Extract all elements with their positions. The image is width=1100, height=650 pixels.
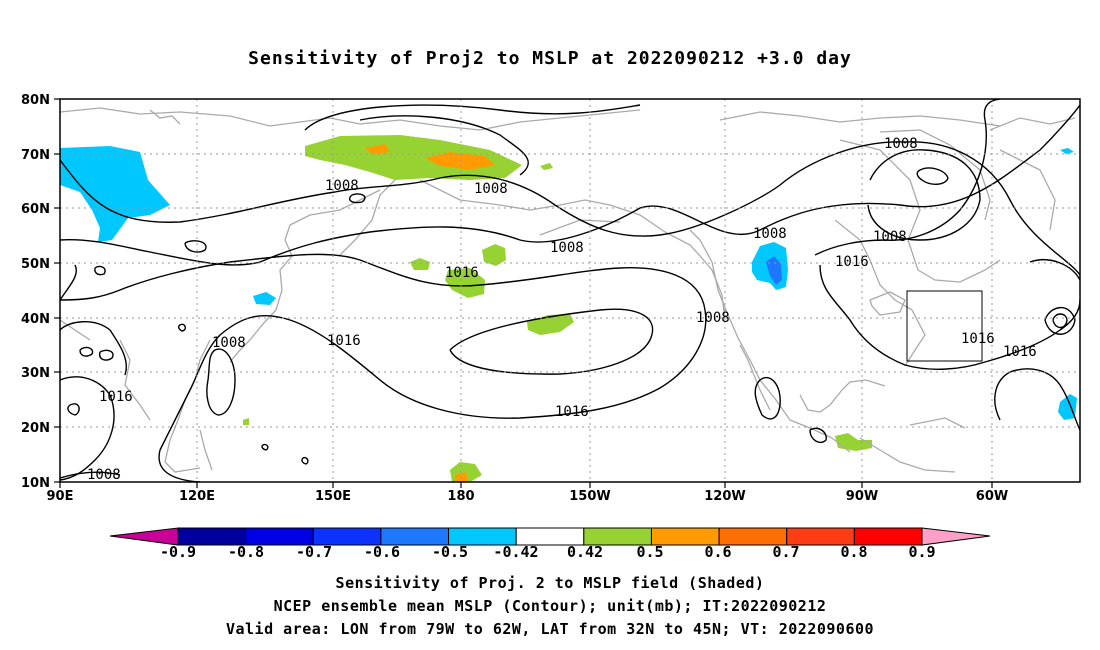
colorbar-label: 0.5 [636, 543, 663, 561]
lat-label: 40N [21, 312, 50, 327]
caption-line-3: Valid area: LON from 79W to 62W, LAT fro… [225, 620, 875, 638]
contour-label: 1008 [325, 178, 359, 194]
longitude-labels: 90E 120E 150E 180 150W 120W 90W 60W [47, 489, 1009, 504]
colorbar-label: -0.42 [493, 543, 538, 561]
latitude-labels: 80N 70N 60N 50N 40N 30N 20N 10N [21, 93, 50, 491]
shade-cyan-west [60, 146, 170, 242]
shade-green-central-america [835, 433, 872, 451]
shade-green-pacific-1 [482, 244, 506, 266]
lon-label: 60W [976, 489, 1008, 504]
colorbar-label: 0.9 [908, 543, 935, 561]
contour-label: 1008 [212, 335, 246, 351]
colorbar-label: 0.42 [567, 543, 603, 561]
contour-label: 1016 [555, 404, 589, 420]
shade-green-pacific-3 [445, 268, 485, 298]
lon-label: 90W [846, 489, 878, 504]
colorbar-label: 0.7 [772, 543, 799, 561]
grid-lines [60, 99, 1080, 482]
shade-cyan-atlantic-2 [1058, 394, 1077, 420]
caption-line-2: NCEP ensemble mean MSLP (Contour); unit(… [273, 597, 827, 615]
shade-green-siberia [305, 135, 522, 180]
contour-label: 1008 [474, 181, 508, 197]
lat-label: 50N [21, 257, 50, 272]
isobar-contours [60, 99, 1080, 482]
shade-orange-siberia-1 [365, 144, 390, 154]
colorbar-label: -0.7 [296, 543, 332, 561]
contour-label: 1016 [445, 265, 479, 281]
colorbar-label: 0.8 [840, 543, 867, 561]
shade-green-small-1 [540, 163, 553, 170]
colorbar-high-end [921, 527, 991, 546]
lon-label: 90E [47, 489, 74, 504]
shade-green-tiny [243, 418, 249, 425]
colorbar-boxes [177, 527, 923, 546]
contour-label: 1016 [327, 333, 361, 349]
colorbar: -0.9 -0.8 -0.7 -0.6 -0.5 -0.42 0.42 0.5 … [109, 527, 991, 561]
lon-label: 150E [315, 489, 351, 504]
chart-title: Sensitivity of Proj2 to MSLP at 20220902… [248, 48, 852, 69]
caption-line-1: Sensitivity of Proj. 2 to MSLP field (Sh… [335, 574, 765, 592]
sensitivity-shading [60, 135, 1077, 482]
contour-label: 1008 [753, 226, 787, 242]
map-frame [59, 98, 1081, 483]
contour-label: 1016 [835, 254, 869, 270]
lon-label: 120W [704, 489, 745, 504]
lat-label: 10N [21, 476, 50, 491]
shade-cyan-atlantic-1 [1060, 148, 1074, 154]
shade-green-pacific-2 [410, 258, 430, 270]
lat-label: 30N [21, 366, 50, 381]
lat-label: 80N [21, 93, 50, 108]
colorbar-labels: -0.9 -0.8 -0.7 -0.6 -0.5 -0.42 0.42 0.5 … [160, 543, 936, 561]
valid-area-box [906, 290, 983, 362]
contour-label: 1008 [696, 310, 730, 326]
contour-label: 1008 [873, 229, 907, 245]
colorbar-label: -0.6 [364, 543, 400, 561]
contour-label: 1016 [99, 389, 133, 405]
shade-cyan-japan [253, 292, 276, 305]
contour-label: 1016 [1003, 344, 1037, 360]
lon-label: 180 [447, 489, 474, 504]
contour-label: 1008 [87, 467, 121, 483]
colorbar-label: -0.8 [228, 543, 264, 561]
colorbar-label: -0.9 [160, 543, 196, 561]
colorbar-label: 0.6 [704, 543, 731, 561]
contour-label: 1008 [884, 136, 918, 152]
axis-ticks [54, 98, 993, 488]
contour-labels: 1008 1008 1008 1008 1008 1008 1008 1008 … [87, 136, 1037, 483]
lon-label: 120E [179, 489, 215, 504]
contour-label: 1016 [961, 331, 995, 347]
colorbar-label: -0.5 [432, 543, 468, 561]
shade-orange-siberia-2 [425, 152, 495, 170]
lat-label: 20N [21, 421, 50, 436]
lon-label: 150W [569, 489, 610, 504]
lat-label: 60N [21, 202, 50, 217]
contour-label: 1008 [550, 240, 584, 256]
lat-label: 70N [21, 148, 50, 163]
